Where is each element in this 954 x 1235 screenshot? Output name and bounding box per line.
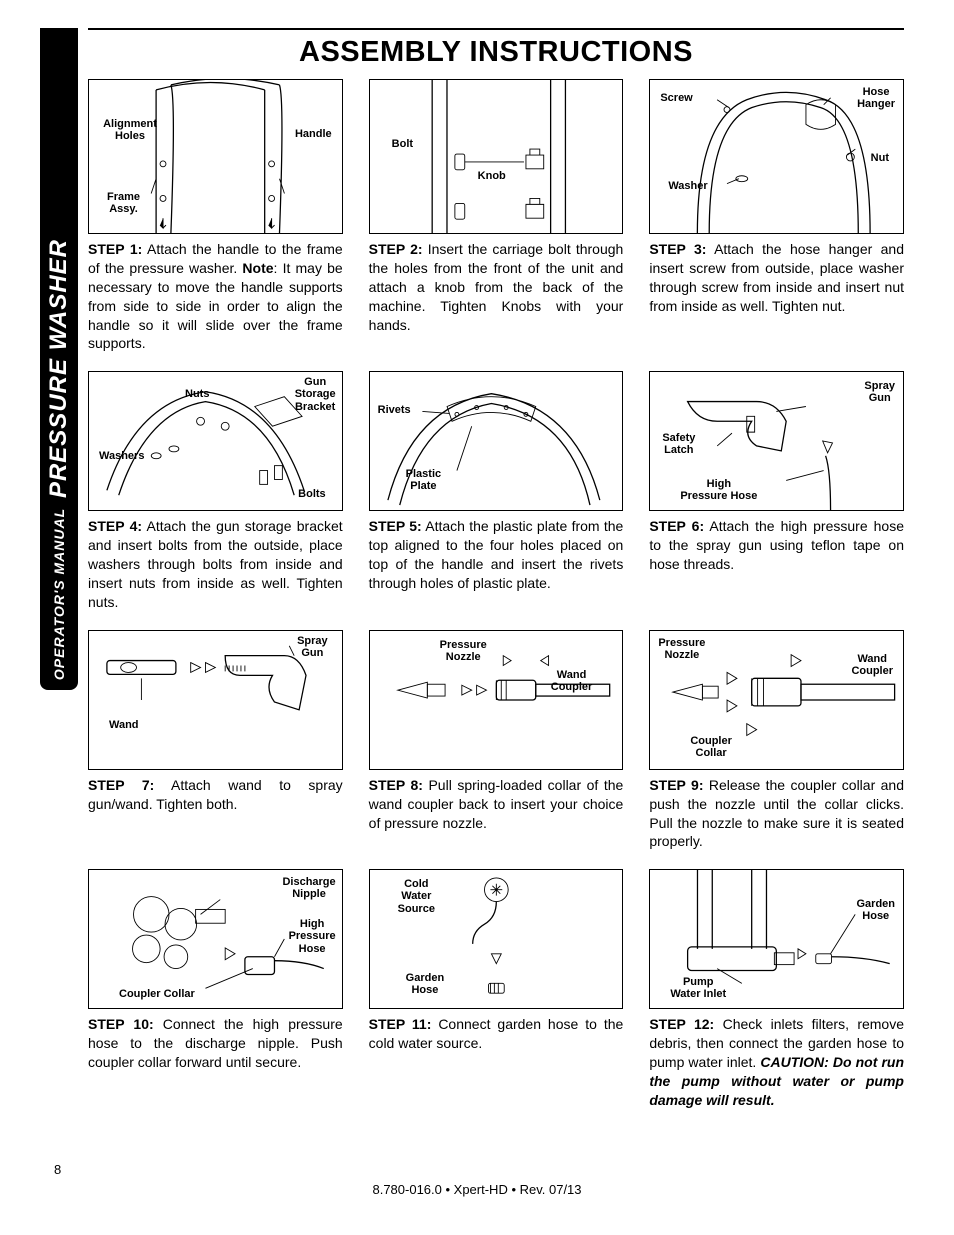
figure-3: Screw HoseHanger Nut Washer [649, 79, 904, 234]
label-nozzle-9: PressureNozzle [658, 637, 705, 661]
label-spray-gun: SprayGun [864, 380, 895, 404]
side-tab: OPERATOR'S MANUAL PRESSURE WASHER [40, 28, 78, 690]
label-washer: Washer [668, 180, 707, 192]
label-collar-10: Coupler Collar [119, 988, 195, 1000]
label-safety-latch: SafetyLatch [662, 432, 695, 456]
label-nut: Nut [871, 152, 889, 164]
label-bolt: Bolt [392, 138, 413, 150]
label-washers: Washers [99, 450, 144, 462]
steps-grid: AlignmentHoles Handle FrameAssy. STEP 1:… [88, 79, 904, 1110]
label-hose-hanger: HoseHanger [857, 86, 895, 110]
label-hp-hose: HighPressure Hose [680, 478, 757, 502]
step-6: SprayGun SafetyLatch HighPressure Hose S… [649, 371, 904, 611]
side-tab-text: OPERATOR'S MANUAL PRESSURE WASHER [40, 239, 78, 680]
caption-7: STEP 7: Attach wand to spray gun/wand. T… [88, 776, 343, 814]
label-pump-inlet: PumpWater Inlet [670, 976, 726, 1000]
step-8-label: STEP 8: [369, 777, 423, 793]
footer-text: 8.780-016.0 • Xpert-HD • Rev. 07/13 [0, 1182, 954, 1197]
figure-2: Bolt Knob [369, 79, 624, 234]
step-5-label: STEP 5: [369, 518, 422, 534]
caption-6: STEP 6: Attach the high pressure hose to… [649, 517, 904, 574]
step-7-label: STEP 7: [88, 777, 154, 793]
label-spray-gun-7: SprayGun [297, 635, 328, 659]
step-12: GardenHose PumpWater Inlet STEP 12: Chec… [649, 869, 904, 1109]
label-cold-water: ColdWaterSource [398, 878, 435, 914]
manual-page: OPERATOR'S MANUAL PRESSURE WASHER ASSEMB… [0, 0, 954, 1235]
step-3-label: STEP 3: [649, 241, 706, 257]
page-number: 8 [54, 1162, 61, 1177]
side-label-small: OPERATOR'S MANUAL [51, 508, 67, 680]
step-11-label: STEP 11: [369, 1016, 432, 1032]
figure-8: PressureNozzle WandCoupler [369, 630, 624, 770]
top-rule [88, 28, 904, 30]
figure-1: AlignmentHoles Handle FrameAssy. [88, 79, 343, 234]
label-handle: Handle [295, 128, 332, 140]
caption-1: STEP 1: Attach the handle to the frame o… [88, 240, 343, 353]
caption-2: STEP 2: Insert the carriage bolt through… [369, 240, 624, 334]
label-gun-storage: GunStorageBracket [295, 376, 336, 412]
step-8: PressureNozzle WandCoupler STEP 8: Pull … [369, 630, 624, 852]
label-rivets: Rivets [378, 404, 411, 416]
figure-11: ColdWaterSource GardenHose [369, 869, 624, 1009]
label-garden-hose-11: GardenHose [406, 972, 445, 996]
label-knob: Knob [478, 170, 506, 182]
label-garden-hose-12: GardenHose [856, 898, 895, 922]
figure-12: GardenHose PumpWater Inlet [649, 869, 904, 1009]
label-nozzle-8: PressureNozzle [440, 639, 487, 663]
step-9: PressureNozzle WandCoupler CouplerCollar… [649, 630, 904, 852]
caption-9: STEP 9: Release the coupler collar and p… [649, 776, 904, 852]
label-frame-assy: FrameAssy. [107, 191, 140, 215]
step-2-label: STEP 2: [369, 241, 423, 257]
step-10: DischargeNipple HighPressureHose Coupler… [88, 869, 343, 1109]
caption-5: STEP 5: Attach the plastic plate from th… [369, 517, 624, 593]
step-11: ColdWaterSource GardenHose STEP 11: Conn… [369, 869, 624, 1109]
caption-8: STEP 8: Pull spring-loaded collar of the… [369, 776, 624, 833]
caption-12: STEP 12: Check inlets filters, remove de… [649, 1015, 904, 1109]
step-12-label: STEP 12: [649, 1016, 714, 1032]
step-10-label: STEP 10: [88, 1016, 154, 1032]
figure-5: Rivets PlasticPlate [369, 371, 624, 511]
caption-4: STEP 4: Attach the gun storage bracket a… [88, 517, 343, 611]
label-plastic-plate: PlasticPlate [406, 468, 441, 492]
step-5: Rivets PlasticPlate STEP 5: Attach the p… [369, 371, 624, 611]
label-collar-9: CouplerCollar [690, 735, 732, 759]
figure-9: PressureNozzle WandCoupler CouplerCollar [649, 630, 904, 770]
step-1-note-label: Note [242, 260, 273, 276]
side-label-big: PRESSURE WASHER [45, 239, 72, 498]
step-6-label: STEP 6: [649, 518, 704, 534]
step-3: Screw HoseHanger Nut Washer STEP 3: Atta… [649, 79, 904, 353]
label-bolts: Bolts [298, 488, 326, 500]
step-9-label: STEP 9: [649, 777, 703, 793]
label-coupler-8: WandCoupler [551, 669, 593, 693]
page-title: ASSEMBLY INSTRUCTIONS [88, 36, 904, 69]
step-1-label: STEP 1: [88, 241, 142, 257]
label-wand: Wand [109, 719, 139, 731]
step-2: Bolt Knob STEP 2: Insert the carriage bo… [369, 79, 624, 353]
label-alignment-holes: AlignmentHoles [95, 118, 165, 142]
label-coupler-9: WandCoupler [851, 653, 893, 677]
step-4: Nuts GunStorageBracket Washers Bolts STE… [88, 371, 343, 611]
label-nuts: Nuts [185, 388, 209, 400]
caption-3: STEP 3: Attach the hose hanger and inser… [649, 240, 904, 316]
figure-7: SprayGun Wand [88, 630, 343, 770]
figure-4: Nuts GunStorageBracket Washers Bolts [88, 371, 343, 511]
step-7: SprayGun Wand STEP 7: Attach wand to spr… [88, 630, 343, 852]
caption-11: STEP 11: Connect garden hose to the cold… [369, 1015, 624, 1053]
figure-10: DischargeNipple HighPressureHose Coupler… [88, 869, 343, 1009]
step-1: AlignmentHoles Handle FrameAssy. STEP 1:… [88, 79, 343, 353]
figure-6: SprayGun SafetyLatch HighPressure Hose [649, 371, 904, 511]
caption-10: STEP 10: Connect the high pressure hose … [88, 1015, 343, 1072]
label-nipple: DischargeNipple [282, 876, 335, 900]
step-4-label: STEP 4: [88, 518, 142, 534]
label-hp-hose-10: HighPressureHose [289, 918, 336, 954]
label-screw: Screw [660, 92, 692, 104]
